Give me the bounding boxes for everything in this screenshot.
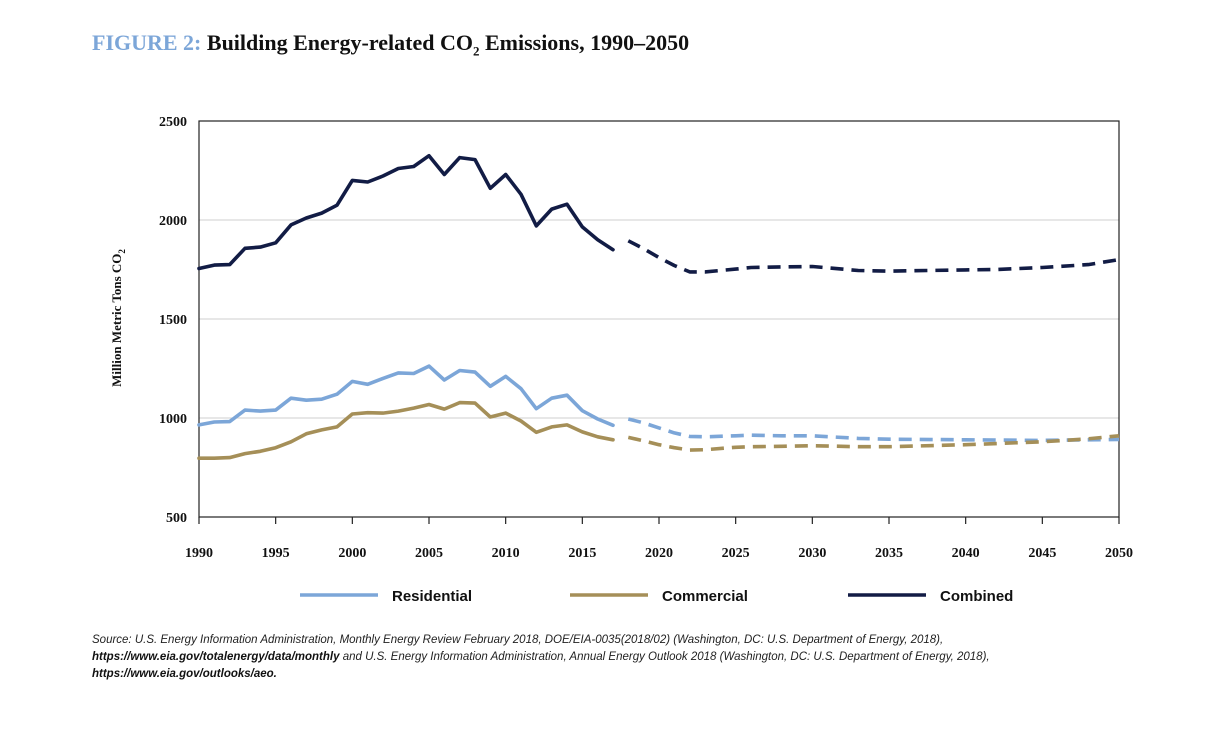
legend: Residential Commercial Combined: [300, 588, 1013, 605]
axis-ticks: 500 1000 1500 2000 2500 1990 1995 2000 2005 2010 2…: [159, 115, 1133, 561]
y-axis-label: Million Metric Tons CO2: [109, 249, 127, 387]
source-note: Source: U.S. Energy Information Administ…: [92, 632, 1132, 683]
x-tick-label: 2020: [645, 546, 673, 561]
figure-title-main: Building Energy-related CO: [206, 30, 473, 55]
x-tick-label: 1990: [185, 546, 213, 561]
y-tick-label: 1500: [159, 313, 187, 328]
x-tick-label: 2045: [1028, 546, 1056, 561]
x-tick-label: 2040: [952, 546, 980, 561]
legend-label-residential: Residential: [392, 588, 472, 605]
series-line-commercial-historical: [197, 400, 615, 460]
source-link-aeo[interactable]: https://www.eia.gov/outlooks/aeo.: [92, 668, 277, 680]
source-text-2: and U.S. Energy Information Administrati…: [342, 651, 990, 663]
series-layer: [197, 153, 1120, 460]
y-tick-label: 500: [166, 511, 187, 526]
figure-title: FIGURE 2: Building Energy-related CO2 Em…: [92, 30, 689, 59]
y-axis-label-text: Million Metric Tons CO: [109, 254, 124, 387]
legend-label-commercial: Commercial: [662, 588, 748, 605]
series-line-combined-projected: [627, 239, 1120, 274]
y-tick-label: 2500: [159, 115, 187, 130]
figure-title-suffix: Emissions, 1990–2050: [484, 30, 690, 55]
legend-label-combined: Combined: [940, 588, 1013, 605]
source-text-1: Source: U.S. Energy Information Administ…: [92, 634, 944, 646]
x-tick-label: 2025: [722, 546, 750, 561]
series-line-residential-historical: [197, 364, 615, 428]
y-tick-label: 2000: [159, 214, 187, 229]
x-tick-label: 2050: [1105, 546, 1133, 561]
y-axis-label-subscript: 2: [117, 249, 127, 254]
grid-lines: [199, 219, 1119, 419]
x-tick-label: 2000: [338, 546, 366, 561]
x-tick-label: 2010: [492, 546, 520, 561]
series-line-combined-historical: [197, 153, 615, 271]
source-link-monthly[interactable]: https://www.eia.gov/totalenergy/data/mon…: [92, 651, 340, 663]
x-tick-label: 2005: [415, 546, 443, 561]
series-line-residential-projected: [627, 417, 1120, 443]
x-tick-label: 2015: [568, 546, 596, 561]
series-line-commercial-projected: [627, 434, 1120, 452]
figure-label: FIGURE 2:: [92, 30, 202, 55]
x-tick-label: 2035: [875, 546, 903, 561]
y-axis-label-group: Million Metric Tons CO2: [109, 249, 127, 387]
x-tick-label: 1995: [262, 546, 290, 561]
y-tick-label: 1000: [159, 412, 187, 427]
figure-title-subscript: 2: [472, 43, 480, 59]
x-tick-label: 2030: [798, 546, 826, 561]
